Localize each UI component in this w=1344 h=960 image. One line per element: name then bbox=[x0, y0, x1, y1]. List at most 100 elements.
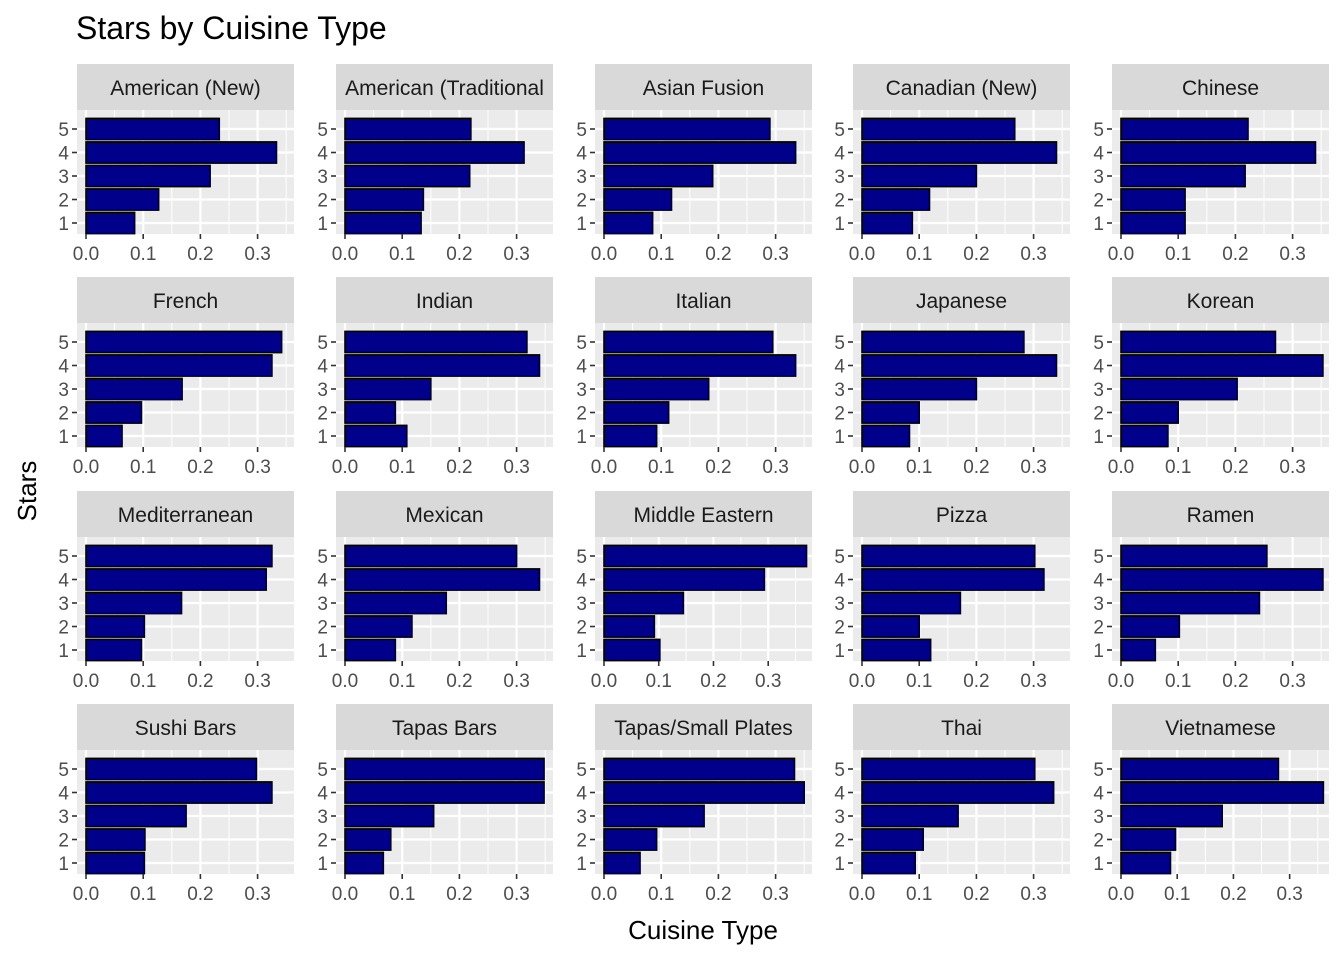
y-tick-label: 2 bbox=[317, 831, 328, 852]
bar bbox=[344, 851, 385, 875]
x-tick-label: 0.3 bbox=[244, 457, 270, 478]
facet-strip bbox=[853, 277, 1070, 323]
bar bbox=[603, 377, 710, 401]
y-tick-label: 2 bbox=[576, 831, 587, 852]
bar bbox=[1120, 164, 1246, 188]
y-tick-label: 3 bbox=[317, 380, 328, 401]
facet-panel: Middle Eastern 12 34 5 0.0 0.1 0.2 0.3 bbox=[576, 491, 812, 692]
bar bbox=[861, 638, 932, 662]
facet-panel: Ramen 12 34 5 0.0 0.1 0.2 0.3 bbox=[1093, 491, 1329, 692]
x-tick-label: 0.3 bbox=[762, 884, 788, 905]
y-tick-label: 1 bbox=[317, 641, 328, 662]
x-tick-label: 0.3 bbox=[503, 244, 529, 265]
facet-strip-label: Indian bbox=[416, 290, 473, 313]
y-tick-label: 5 bbox=[1093, 120, 1104, 141]
bar bbox=[603, 804, 705, 828]
bar bbox=[861, 401, 921, 424]
x-tick-label: 0.3 bbox=[1276, 884, 1302, 905]
bar bbox=[344, 188, 425, 211]
bar bbox=[344, 354, 541, 377]
facet-panel: Japanese 12 34 5 0.0 0.1 0.2 0.3 bbox=[834, 277, 1070, 478]
facet-strip-label: Tapas Bars bbox=[392, 717, 497, 740]
facet-panel: Korean 12 34 5 0.0 0.1 0.2 0.3 bbox=[1093, 277, 1329, 478]
facet-strip-label: Sushi Bars bbox=[135, 717, 237, 740]
bar bbox=[603, 757, 796, 781]
y-tick-label: 2 bbox=[317, 404, 328, 425]
facet-strip bbox=[77, 704, 294, 750]
x-tick-label: 0.1 bbox=[648, 457, 674, 478]
bar bbox=[85, 354, 273, 377]
y-tick-label: 1 bbox=[1093, 641, 1104, 662]
x-tick-label: 0.0 bbox=[1108, 884, 1134, 905]
facet-strip bbox=[336, 491, 553, 537]
y-tick-label: 4 bbox=[834, 357, 845, 378]
y-tick-label: 5 bbox=[317, 333, 328, 354]
facet-strip bbox=[77, 64, 294, 110]
y-tick-label: 4 bbox=[834, 571, 845, 592]
facet-strip bbox=[77, 491, 294, 537]
facet-strip bbox=[336, 277, 553, 323]
facet-strip bbox=[595, 704, 812, 750]
y-tick-label: 1 bbox=[1093, 854, 1104, 875]
y-tick-label: 5 bbox=[317, 120, 328, 141]
bar bbox=[1120, 804, 1223, 828]
x-tick-label: 0.0 bbox=[591, 457, 617, 478]
x-tick-label: 0.1 bbox=[389, 457, 415, 478]
facet-panel: Tapas Bars 12 34 5 0.0 0.1 0.2 0.3 bbox=[317, 704, 553, 905]
bar bbox=[603, 781, 805, 804]
y-tick-label: 1 bbox=[58, 214, 69, 235]
bar bbox=[1120, 330, 1277, 354]
facet-strip-label: Asian Fusion bbox=[643, 77, 764, 100]
x-tick-label: 0.2 bbox=[963, 457, 989, 478]
y-tick-label: 3 bbox=[834, 167, 845, 188]
facet-panel: Chinese 12 34 5 0.0 0.1 0.2 0.3 bbox=[1093, 64, 1329, 265]
bar bbox=[85, 141, 278, 164]
bar bbox=[1120, 141, 1317, 164]
x-tick-label: 0.1 bbox=[906, 671, 932, 692]
y-tick-label: 4 bbox=[576, 571, 587, 592]
x-tick-label: 0.3 bbox=[244, 671, 270, 692]
bar bbox=[344, 568, 541, 591]
y-tick-label: 5 bbox=[58, 333, 69, 354]
x-tick-label: 0.1 bbox=[130, 671, 156, 692]
bar bbox=[603, 117, 771, 141]
y-tick-label: 1 bbox=[834, 854, 845, 875]
x-tick-label: 0.1 bbox=[130, 457, 156, 478]
x-tick-label: 0.1 bbox=[389, 884, 415, 905]
x-tick-label: 0.1 bbox=[906, 244, 932, 265]
bar bbox=[603, 638, 661, 662]
y-tick-label: 2 bbox=[1093, 831, 1104, 852]
bar bbox=[344, 211, 422, 235]
y-tick-label: 1 bbox=[576, 427, 587, 448]
y-tick-label: 2 bbox=[834, 191, 845, 212]
bar bbox=[861, 781, 1055, 804]
facet-panel: Sushi Bars 12 34 5 0.0 0.1 0.2 0.3 bbox=[58, 704, 294, 905]
bar bbox=[85, 615, 146, 638]
x-tick-label: 0.3 bbox=[755, 671, 781, 692]
x-tick-label: 0.0 bbox=[849, 671, 875, 692]
y-tick-label: 2 bbox=[317, 618, 328, 639]
bar bbox=[85, 117, 221, 141]
facet-strip-label: Ramen bbox=[1187, 504, 1255, 527]
y-tick-label: 3 bbox=[834, 807, 845, 828]
bar bbox=[85, 638, 143, 662]
y-tick-label: 5 bbox=[1093, 760, 1104, 781]
y-tick-label: 1 bbox=[1093, 427, 1104, 448]
bar bbox=[1120, 401, 1180, 424]
x-tick-label: 0.3 bbox=[1279, 671, 1305, 692]
facet-panel: Indian 12 34 5 0.0 0.1 0.2 0.3 bbox=[317, 277, 553, 478]
x-tick-label: 0.1 bbox=[1165, 457, 1191, 478]
y-tick-label: 1 bbox=[576, 641, 587, 662]
x-tick-label: 0.1 bbox=[1164, 884, 1190, 905]
facet-panel: Mediterranean 12 34 5 0.0 0.1 0.2 0.3 bbox=[58, 491, 294, 692]
bar bbox=[603, 615, 656, 638]
x-tick-label: 0.2 bbox=[705, 244, 731, 265]
y-tick-label: 1 bbox=[576, 854, 587, 875]
bar bbox=[1120, 354, 1324, 377]
bar bbox=[603, 401, 670, 424]
x-axis-title: Cuisine Type bbox=[628, 915, 778, 945]
y-tick-label: 2 bbox=[834, 618, 845, 639]
bar bbox=[603, 544, 808, 568]
facet-strip bbox=[853, 64, 1070, 110]
